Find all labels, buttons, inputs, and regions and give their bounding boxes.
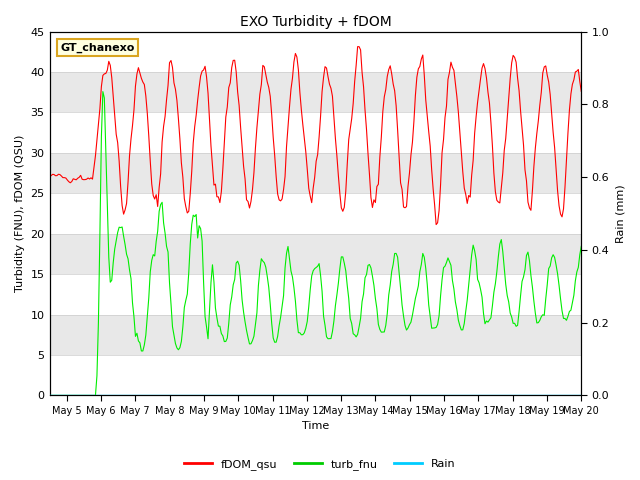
Legend: fDOM_qsu, turb_fnu, Rain: fDOM_qsu, turb_fnu, Rain — [180, 455, 460, 474]
Text: GT_chanexo: GT_chanexo — [60, 42, 134, 53]
Y-axis label: Rain (mm): Rain (mm) — [615, 184, 625, 243]
Bar — [49, 234, 581, 274]
Title: EXO Turbidity + fDOM: EXO Turbidity + fDOM — [239, 15, 391, 29]
Bar — [49, 153, 581, 193]
Bar — [49, 72, 581, 112]
Bar — [49, 314, 581, 355]
Y-axis label: Turbidity (FNU), fDOM (QSU): Turbidity (FNU), fDOM (QSU) — [15, 135, 25, 292]
X-axis label: Time: Time — [302, 421, 329, 432]
